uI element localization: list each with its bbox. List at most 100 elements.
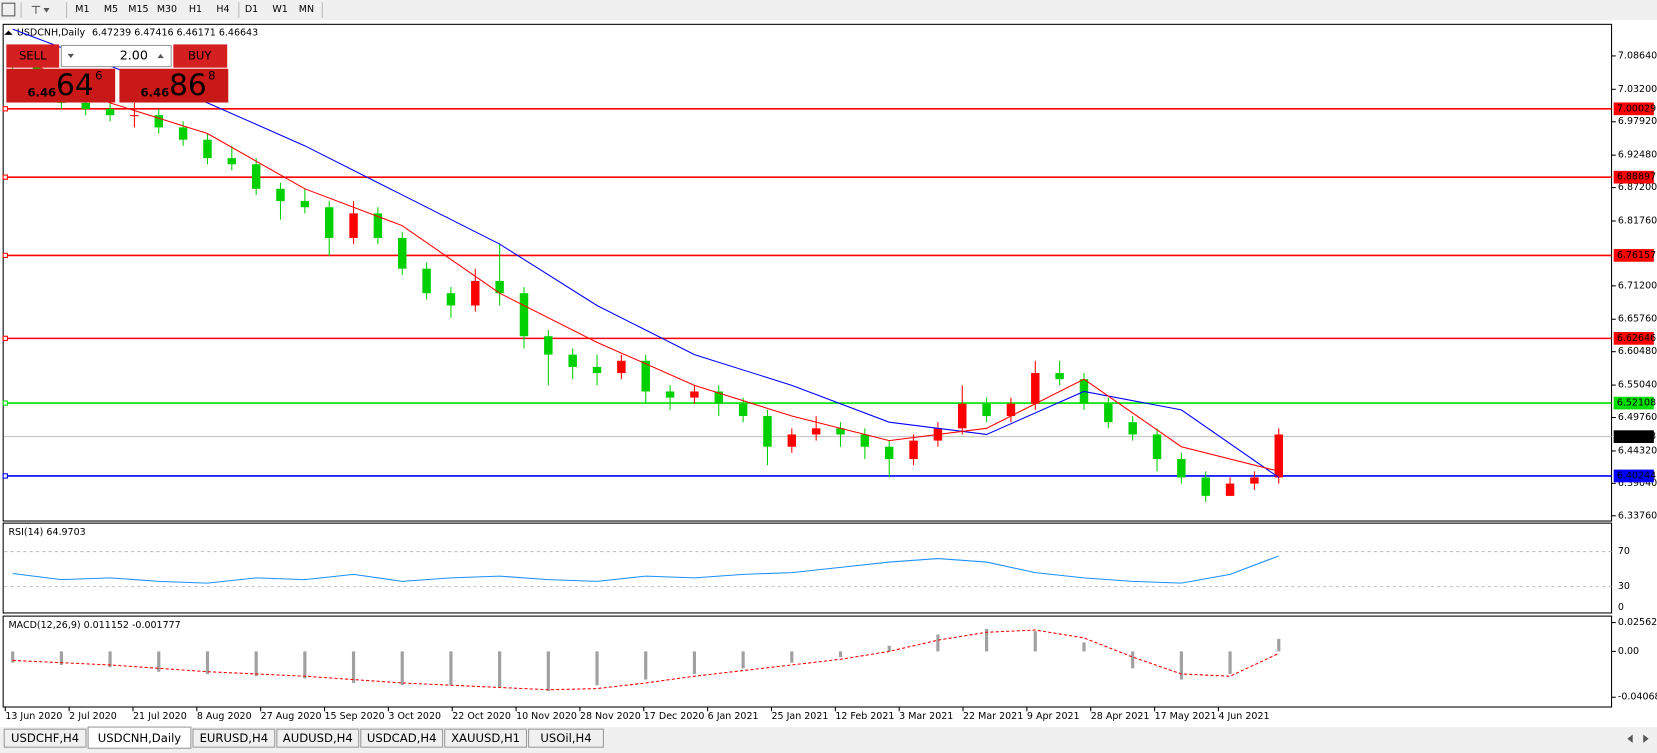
chart-tab-label[interactable]: USDCAD,H4	[367, 731, 437, 745]
rsi-title: RSI(14) 64.9703	[8, 527, 85, 538]
rsi-pane	[2, 522, 1613, 614]
candle-body	[349, 213, 358, 238]
macd-bar	[1131, 651, 1135, 669]
buy-label[interactable]: BUY	[188, 49, 212, 63]
chart-tab[interactable]	[192, 728, 276, 748]
candle-body	[495, 280, 504, 294]
price-box[interactable]	[6, 68, 116, 103]
y-tick-label: 70	[1618, 546, 1630, 557]
macd-bar	[303, 651, 307, 679]
level-label-box	[1613, 249, 1654, 262]
spin-up[interactable]	[157, 53, 164, 59]
level-handle	[2, 174, 8, 180]
level-label-box	[1613, 332, 1654, 345]
chart-tab[interactable]	[3, 728, 87, 748]
price-big: 6.46	[27, 86, 56, 100]
price-pips: 64	[56, 68, 94, 102]
timeframe-button[interactable]: W1	[272, 4, 287, 15]
candle-body	[641, 360, 650, 392]
timeframe-button[interactable]: MN	[299, 4, 314, 15]
chart-tab-label[interactable]: USDCNH,Daily	[98, 731, 182, 745]
macd-bar	[449, 651, 453, 686]
candle-body	[982, 403, 991, 417]
y-tick-label: 7.03200	[1618, 84, 1657, 95]
timeframe-button[interactable]: M5	[104, 4, 118, 15]
spin-down[interactable]	[67, 53, 74, 59]
scroll-right[interactable]	[1643, 734, 1649, 743]
candle-body	[1201, 477, 1210, 496]
chart-tab[interactable]	[528, 728, 604, 748]
candle-body	[1128, 422, 1137, 435]
x-tick-label: 28 Nov 2020	[580, 711, 641, 722]
chart-tab-label[interactable]: AUDUSD,H4	[283, 731, 353, 745]
y-tick-label: 6.33760	[1618, 510, 1657, 521]
macd-bar	[936, 634, 940, 652]
macd-bar	[11, 651, 15, 663]
candle-body	[544, 336, 553, 355]
candle-body	[373, 213, 383, 238]
candle-body	[884, 446, 894, 460]
timeframe-button[interactable]: D1	[245, 4, 258, 15]
y-tick-label: 0	[1618, 602, 1624, 613]
volume-spinner[interactable]	[60, 44, 172, 68]
chart-tab[interactable]	[276, 728, 360, 748]
x-tick-label: 10 Nov 2020	[516, 711, 577, 722]
level-label-box	[1613, 469, 1654, 483]
chart-tab-label[interactable]: XAUUSD,H1	[451, 731, 520, 745]
candle-body	[1225, 483, 1235, 496]
y-tick-label: 0.025623	[1618, 617, 1657, 628]
macd-bar	[351, 651, 356, 683]
y-tick-label: 6.44320	[1618, 445, 1657, 456]
scroll-left[interactable]	[1627, 734, 1633, 743]
x-tick-label: 12 Feb 2021	[835, 711, 894, 722]
y-tick-label: 6.97920	[1618, 116, 1657, 127]
timeframe-button[interactable]: M30	[157, 4, 177, 15]
timeframe-button[interactable]: M15	[128, 4, 148, 15]
candle-body	[738, 403, 748, 417]
chart-tab[interactable]	[87, 726, 192, 749]
chart-tab-label[interactable]: EURUSD,H4	[200, 731, 269, 745]
timeframe-button[interactable]: M1	[75, 4, 89, 15]
candle-body	[1031, 373, 1040, 404]
last-price-label: 6.46643	[1617, 431, 1656, 442]
candle-body	[1250, 477, 1259, 484]
timeframe-button[interactable]: H4	[216, 4, 229, 15]
moving-average	[12, 28, 1280, 478]
level-label: 6.62646	[1617, 333, 1656, 344]
chart-tab[interactable]	[360, 728, 444, 748]
chart-tab[interactable]	[444, 728, 528, 748]
tool-icon[interactable]	[1, 2, 16, 17]
x-tick-label: 21 Jul 2020	[133, 711, 187, 722]
y-tick-label: 6.65760	[1618, 314, 1657, 325]
buy-button[interactable]	[173, 44, 228, 68]
macd-bar	[108, 651, 112, 668]
candle-body	[81, 102, 90, 109]
sell-label[interactable]: SELL	[19, 49, 47, 63]
candle-body	[398, 237, 407, 269]
x-tick-label: 4 Jun 2021	[1218, 711, 1269, 722]
y-tick-label: 6.81760	[1618, 215, 1657, 226]
timeframe-button[interactable]: H1	[189, 4, 202, 15]
collapse-arrow[interactable]	[4, 30, 13, 35]
candle-body	[276, 188, 285, 202]
macd-bar	[254, 651, 258, 677]
candle-body	[203, 139, 212, 159]
chart-tab-label[interactable]: USOil,H4	[540, 731, 591, 745]
candle-body	[714, 391, 723, 404]
x-tick-label: 17 May 2021	[1155, 711, 1217, 722]
candle-body	[1104, 403, 1113, 423]
y-tick-label: 0.00	[1618, 646, 1639, 657]
sell-button[interactable]	[6, 44, 60, 68]
volume-value[interactable]: 2.00	[120, 48, 148, 63]
x-tick-label: 27 Aug 2020	[261, 711, 322, 722]
toolbar	[0, 0, 1657, 21]
x-tick-label: 9 Apr 2021	[1027, 711, 1080, 722]
tool-icon[interactable]	[31, 5, 50, 14]
candle-body	[909, 440, 918, 460]
macd-bar	[644, 651, 648, 680]
y-tick-label: 6.60480	[1618, 346, 1657, 357]
candle-body	[860, 434, 870, 447]
candle-body	[763, 416, 772, 447]
chart-tab-label[interactable]: USDCHF,H4	[11, 731, 79, 745]
price-box[interactable]	[119, 68, 229, 103]
